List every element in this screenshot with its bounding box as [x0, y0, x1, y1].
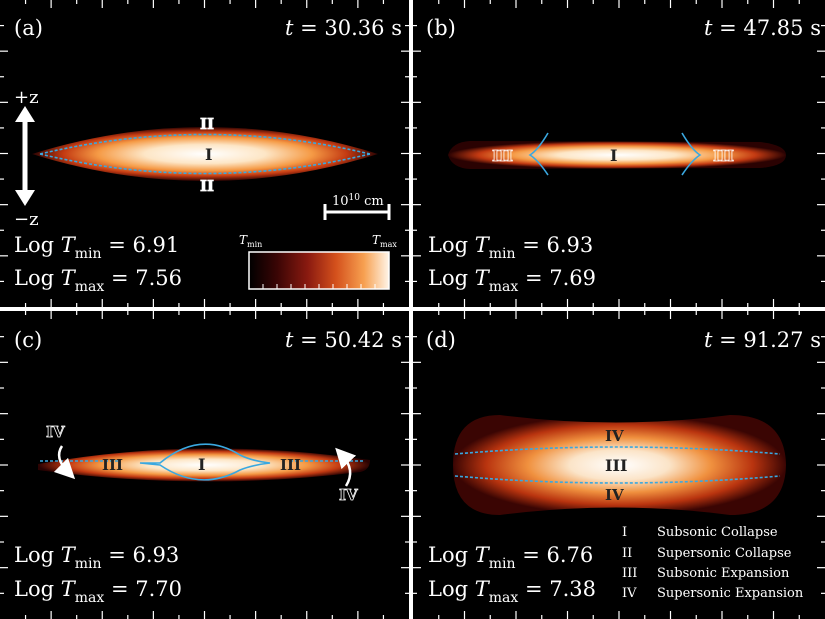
loop-shape-d [453, 415, 786, 515]
region-boundary-a-bottom [39, 153, 371, 175]
panel-a-content: II I II (a) t = 30.36 s +z −z 1010 cm Tm… [14, 16, 402, 295]
region-label: III [280, 456, 301, 474]
arrow-left-c [53, 445, 76, 480]
shock-boundary-c [139, 443, 271, 481]
shock-right-b [681, 132, 702, 176]
loop-shape-c [38, 448, 370, 482]
arrow-right-c [335, 447, 357, 487]
region-label: III [102, 456, 123, 474]
legend-num: II [622, 546, 632, 561]
minus-z-label: −z [14, 209, 39, 230]
region-label: III [492, 147, 513, 165]
colorbar [248, 251, 390, 290]
colorbar-max-label: Tmax [372, 233, 397, 249]
region-label: I [610, 146, 617, 165]
scale-bar-label: 1010 cm [332, 193, 384, 209]
panel-c-content: III I III IV IV (c) t = 50.42 s Log Tmin… [14, 328, 402, 606]
panel-tag: (d) [426, 328, 456, 352]
panel-b-content: III I III (b) t = 47.85 s Log Tmin = 6.9… [426, 16, 821, 295]
loop-shape-b [448, 141, 786, 169]
time-label: t = 91.27 s [704, 328, 821, 352]
time-value: = 30.36 s [293, 16, 402, 40]
legend-num: I [622, 525, 627, 540]
log-tmax: Log Tmax = 7.70 [14, 577, 182, 606]
colorbar-min-label: Tmin [239, 233, 262, 249]
region-label: I [198, 455, 205, 474]
log-tmin: Log Tmin = 6.93 [428, 233, 593, 262]
region-label: IV [605, 486, 624, 504]
log-tmin: Log Tmin = 6.93 [14, 543, 179, 572]
time-label: t = 47.85 s [704, 16, 821, 40]
panel-tag: (c) [14, 328, 42, 352]
legend-num: III [622, 566, 637, 581]
region-label: II [200, 177, 214, 195]
log-tmin: Log Tmin = 6.91 [14, 233, 179, 262]
log-tmax: Log Tmax = 7.69 [428, 266, 596, 295]
region-label: III [713, 147, 734, 165]
region-label: II [200, 115, 214, 133]
log-tmax: Log Tmax = 7.38 [428, 577, 596, 606]
panel-tag: (a) [14, 16, 43, 40]
legend-text: Supersonic Collapse [657, 546, 792, 561]
log-tmin: Log Tmin = 6.76 [428, 543, 593, 572]
region-label: I [205, 145, 212, 164]
region-label: IV [605, 427, 624, 445]
region-boundary-d-top [454, 446, 781, 455]
panel-tag: (b) [426, 16, 456, 40]
time-label: t = 50.42 s [285, 328, 402, 352]
plus-z-label: +z [14, 87, 39, 108]
loop-shape-a [32, 127, 378, 181]
region-label: IV [339, 486, 358, 504]
region-boundary-d-bottom [454, 475, 781, 484]
legend-num: IV [622, 586, 637, 601]
region-boundary-a-top [39, 133, 371, 155]
time-label: t = 30.36 s [285, 16, 402, 40]
legend-text: Subsonic Expansion [657, 566, 790, 581]
region-label: III [605, 456, 627, 475]
legend: I Subsonic Collapse II Supersonic Collap… [622, 525, 804, 601]
shock-left-b [528, 132, 549, 176]
region-label: IV [46, 423, 65, 441]
log-tmax: Log Tmax = 7.56 [14, 266, 182, 295]
legend-text: Subsonic Collapse [657, 525, 778, 540]
panel-d-content: IV III IV (d) t = 91.27 s Log Tmin = 6.7… [426, 328, 821, 606]
legend-text: Supersonic Expansion [657, 586, 804, 601]
